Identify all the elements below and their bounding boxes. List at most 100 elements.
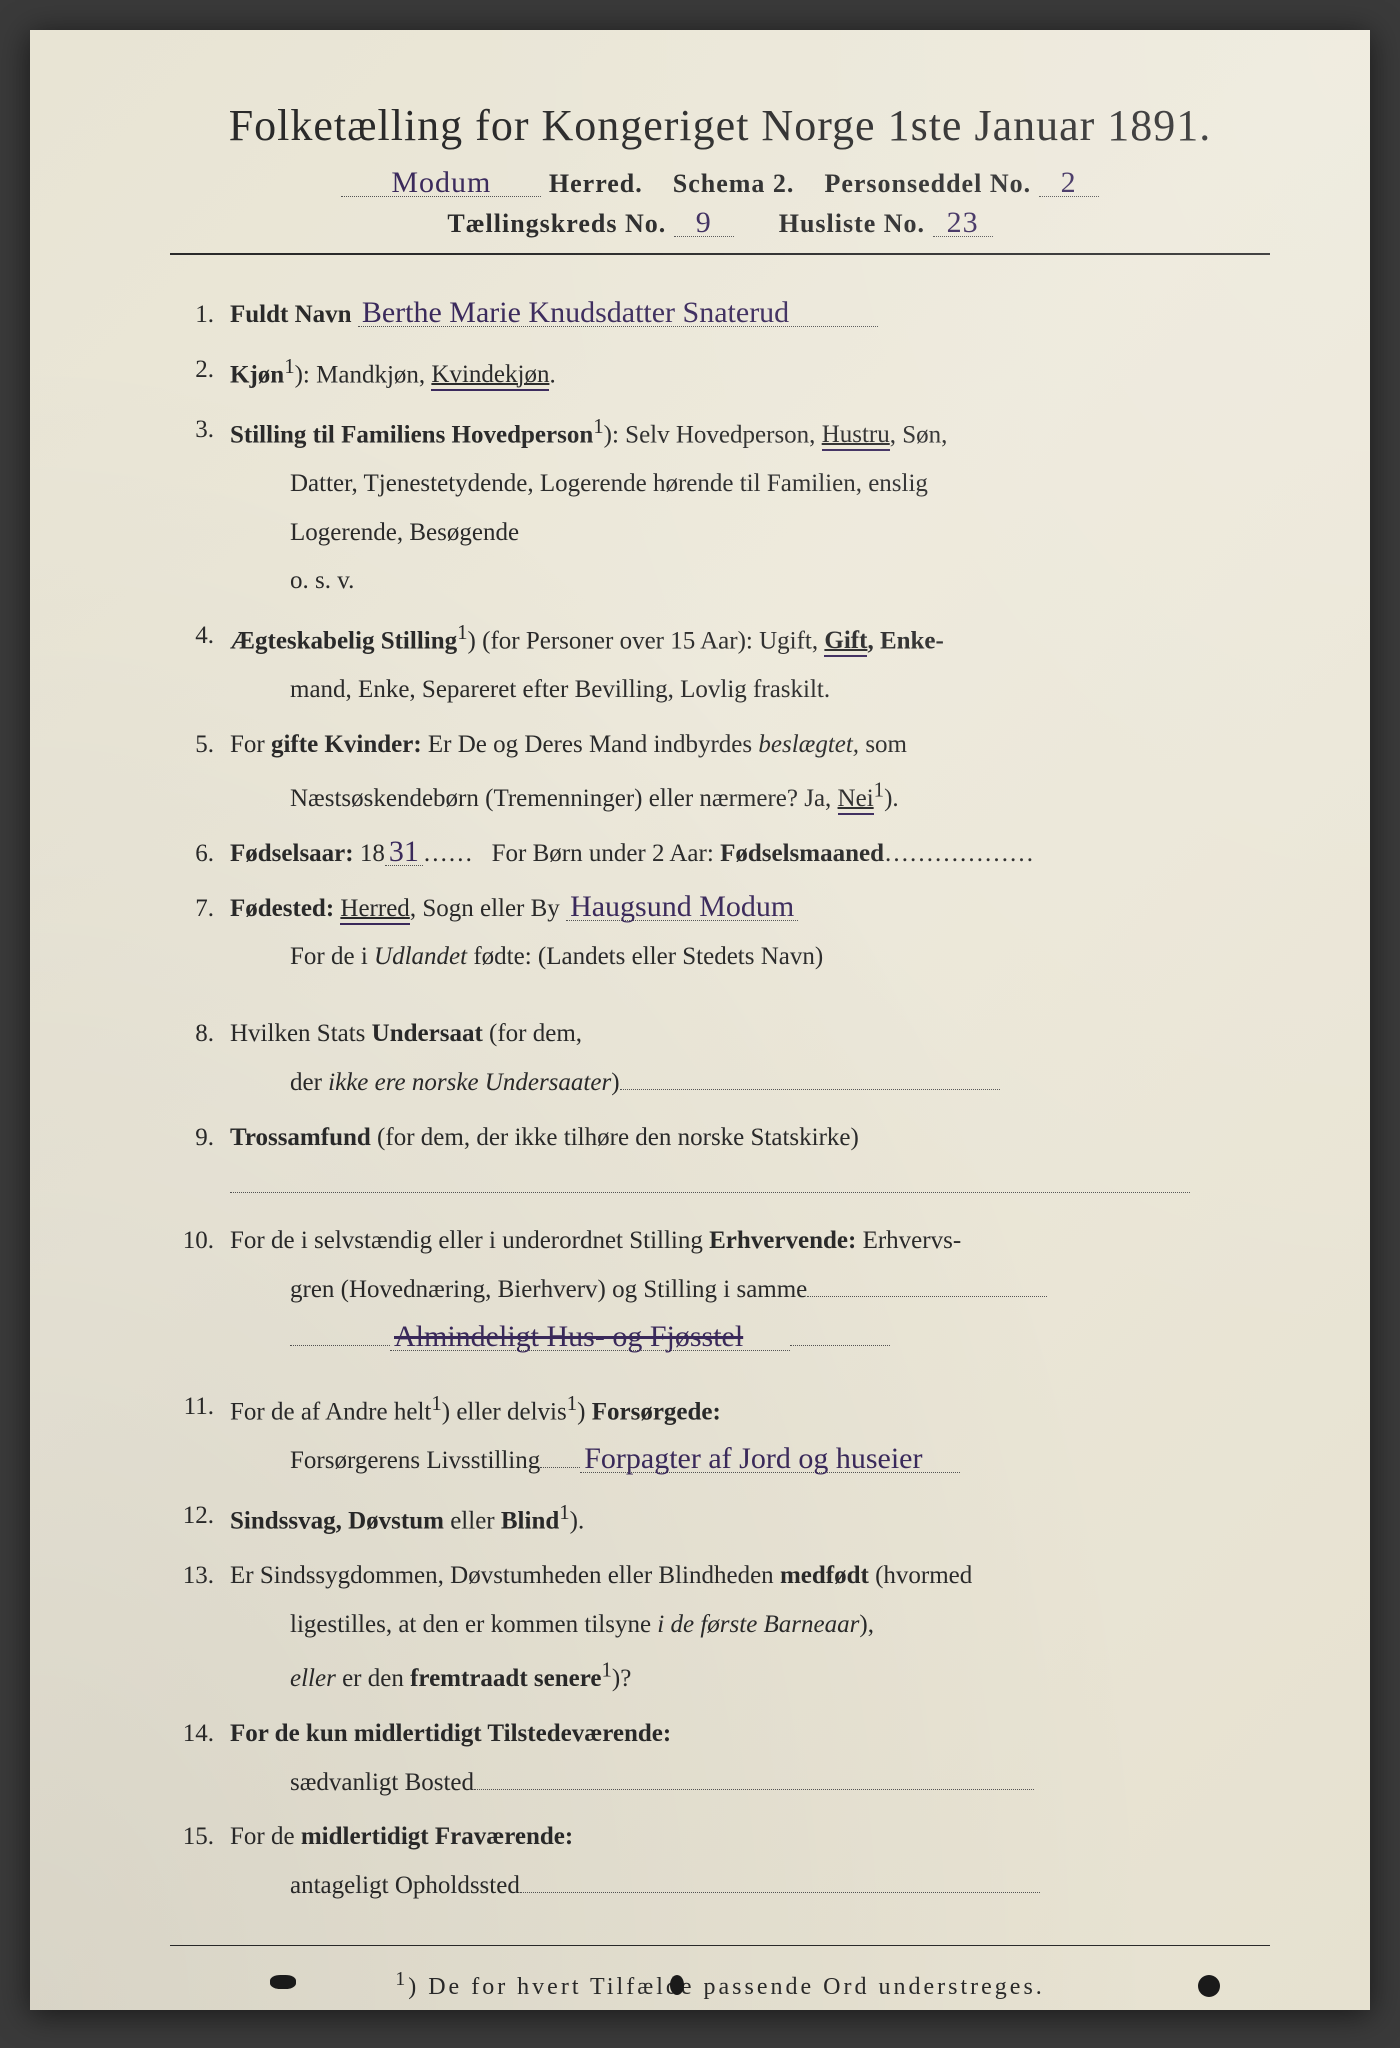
ink-spot <box>270 1975 296 1989</box>
dots <box>620 1065 1000 1090</box>
text: , Enke- <box>867 627 943 654</box>
item-14: 14. For de kun midlertidigt Tilstedevære… <box>170 1710 1270 1808</box>
husliste-no-hw: 23 <box>933 209 993 237</box>
dots <box>540 1443 580 1468</box>
ink-spot <box>670 1975 684 1995</box>
item-body: For de af Andre helt1) eller delvis1) Fo… <box>230 1383 1270 1486</box>
spacer <box>170 1369 1270 1383</box>
text: ): Selv Hovedperson, <box>604 421 822 448</box>
text: i de første Barneaar <box>657 1611 859 1638</box>
header-rule <box>170 253 1270 255</box>
text: 18 <box>354 840 385 867</box>
text: For Børn under 2 Aar: <box>485 840 720 867</box>
footnote-ref: 1 <box>284 354 294 378</box>
item-15: 15. For de midlertidigt Fraværende: anta… <box>170 1813 1270 1911</box>
text: eller er den fremtraadt senere1)? <box>230 1665 631 1692</box>
dots <box>807 1272 1047 1297</box>
text: (hvormed <box>869 1562 972 1589</box>
text: For de <box>230 1823 301 1850</box>
item-body: Hvilken Stats Undersaat (for dem, der ik… <box>230 1010 1270 1108</box>
text: gren (Hovednæring, Bierhverv) og Stillin… <box>230 1276 1047 1303</box>
item-num: 11. <box>170 1383 230 1486</box>
kreds-label: Tællingskreds No. <box>447 209 666 238</box>
dots: …… <box>423 840 473 867</box>
item-body: For gifte Kvinder: Er De og Deres Mand i… <box>230 721 1270 824</box>
footnote-ref: 1 <box>431 1391 441 1415</box>
field-label: midlertidigt Fraværende: <box>301 1823 573 1850</box>
text: ligestilles, at den er kommen tilsyne i … <box>230 1611 874 1638</box>
text: eller <box>444 1507 501 1534</box>
item-4: 4. Ægteskabelig Stilling1) (for Personer… <box>170 612 1270 715</box>
selected-option: Nei <box>838 785 874 815</box>
field-label: Fuldt Navn <box>230 301 352 328</box>
header-block: Folketælling for Kongeriget Norge 1ste J… <box>170 100 1270 255</box>
text: er den <box>336 1665 410 1692</box>
field-label: Stilling til Familiens Hovedperson <box>230 421 593 448</box>
item-num: 12. <box>170 1492 230 1546</box>
field-label: medfødt <box>780 1562 869 1589</box>
text: Næstsøskendebørn (Tremenninger) eller næ… <box>230 785 899 812</box>
text: For <box>230 731 271 758</box>
text: ). <box>884 785 899 812</box>
item-9: 9. Trossamfund (for dem, der ikke tilhør… <box>170 1114 1270 1212</box>
item-num: 10. <box>170 1217 230 1363</box>
text: Næstsøskendebørn (Tremenninger) eller næ… <box>290 785 838 812</box>
text: )? <box>612 1665 631 1692</box>
selected-option: Kvindekjøn <box>431 361 549 391</box>
text: ligestilles, at den er kommen tilsyne <box>290 1611 657 1638</box>
item-13: 13. Er Sindssygdommen, Døvstumheden elle… <box>170 1552 1270 1704</box>
item-10: 10. For de i selvstændig eller i underor… <box>170 1217 1270 1363</box>
dots <box>474 1765 1034 1790</box>
item-num: 1. <box>170 291 230 340</box>
item-num: 3. <box>170 406 230 606</box>
herred-label: Herred. <box>549 169 643 198</box>
item-body: Ægteskabelig Stilling1) (for Personer ov… <box>230 612 1270 715</box>
footer-rule <box>170 1945 1270 1946</box>
kreds-no-hw: 9 <box>674 209 734 237</box>
item-body: Trossamfund (for dem, der ikke tilhøre d… <box>230 1114 1270 1212</box>
text: gren (Hovednæring, Bierhverv) og Stillin… <box>290 1276 807 1303</box>
husliste-label: Husliste No. <box>779 209 925 238</box>
item-body: Stilling til Familiens Hovedperson1): Se… <box>230 406 1270 606</box>
field-label: Ægteskabelig Stilling <box>230 627 457 654</box>
text: ) eller delvis <box>442 1399 567 1426</box>
birthplace-hw: Haugsund Modum <box>566 893 798 921</box>
text: Er De og Deres Mand indbyrdes <box>422 731 759 758</box>
header-line-1: Modum Herred. Schema 2. Personseddel No.… <box>170 169 1270 199</box>
item-1: 1. Fuldt Navn Berthe Marie Knudsdatter S… <box>170 291 1270 340</box>
text: (for dem, der ikke tilhøre den norske St… <box>371 1124 859 1151</box>
text: o. s. v. <box>230 567 354 594</box>
item-body: For de i selvstændig eller i underordnet… <box>230 1217 1270 1363</box>
text: For de i selvstændig eller i underordnet… <box>230 1227 709 1254</box>
item-num: 2. <box>170 346 230 400</box>
field-label: gifte Kvinder: <box>271 731 422 758</box>
text: For de af Andre helt <box>230 1399 431 1426</box>
text: Hvilken Stats <box>230 1020 372 1047</box>
item-2: 2. Kjøn1): Mandkjøn, Kvindekjøn. <box>170 346 1270 400</box>
field-label: Erhvervende: <box>709 1227 856 1254</box>
text: antageligt Opholdssted <box>290 1872 520 1899</box>
provider-occupation-hw: Forpagter af Jord og huseier <box>580 1445 960 1473</box>
text: Erhvervs- <box>856 1227 961 1254</box>
personseddel-no-hw: 2 <box>1039 169 1099 197</box>
item-num: 14. <box>170 1710 230 1808</box>
text: ), <box>859 1611 874 1638</box>
item-body: Fødested: Herred, Sogn eller By Haugsund… <box>230 885 1270 983</box>
text: . <box>549 361 555 388</box>
field-label: For de kun midlertidigt Tilstedeværende: <box>230 1720 671 1747</box>
selected-option: Gift <box>824 627 867 657</box>
paper-damage <box>30 1975 1370 1995</box>
text: antageligt Opholdssted <box>230 1872 1040 1899</box>
item-12: 12. Sindssvag, Døvstum eller Blind1). <box>170 1492 1270 1546</box>
text: (for dem, <box>483 1020 582 1047</box>
field-label: Fødselsaar: <box>230 840 354 867</box>
text: Udlandet <box>374 943 467 970</box>
text: ikke ere norske Undersaater <box>328 1069 611 1096</box>
item-3: 3. Stilling til Familiens Hovedperson1):… <box>170 406 1270 606</box>
text: eller <box>290 1665 336 1692</box>
herred-handwritten: Modum <box>341 169 541 197</box>
footnote-ref: 1 <box>457 620 467 644</box>
text: der <box>290 1069 328 1096</box>
occupation-hw: Almindeligt Hus- og Fjøsstel <box>390 1323 790 1351</box>
item-body: Er Sindssygdommen, Døvstumheden eller Bl… <box>230 1552 1270 1704</box>
